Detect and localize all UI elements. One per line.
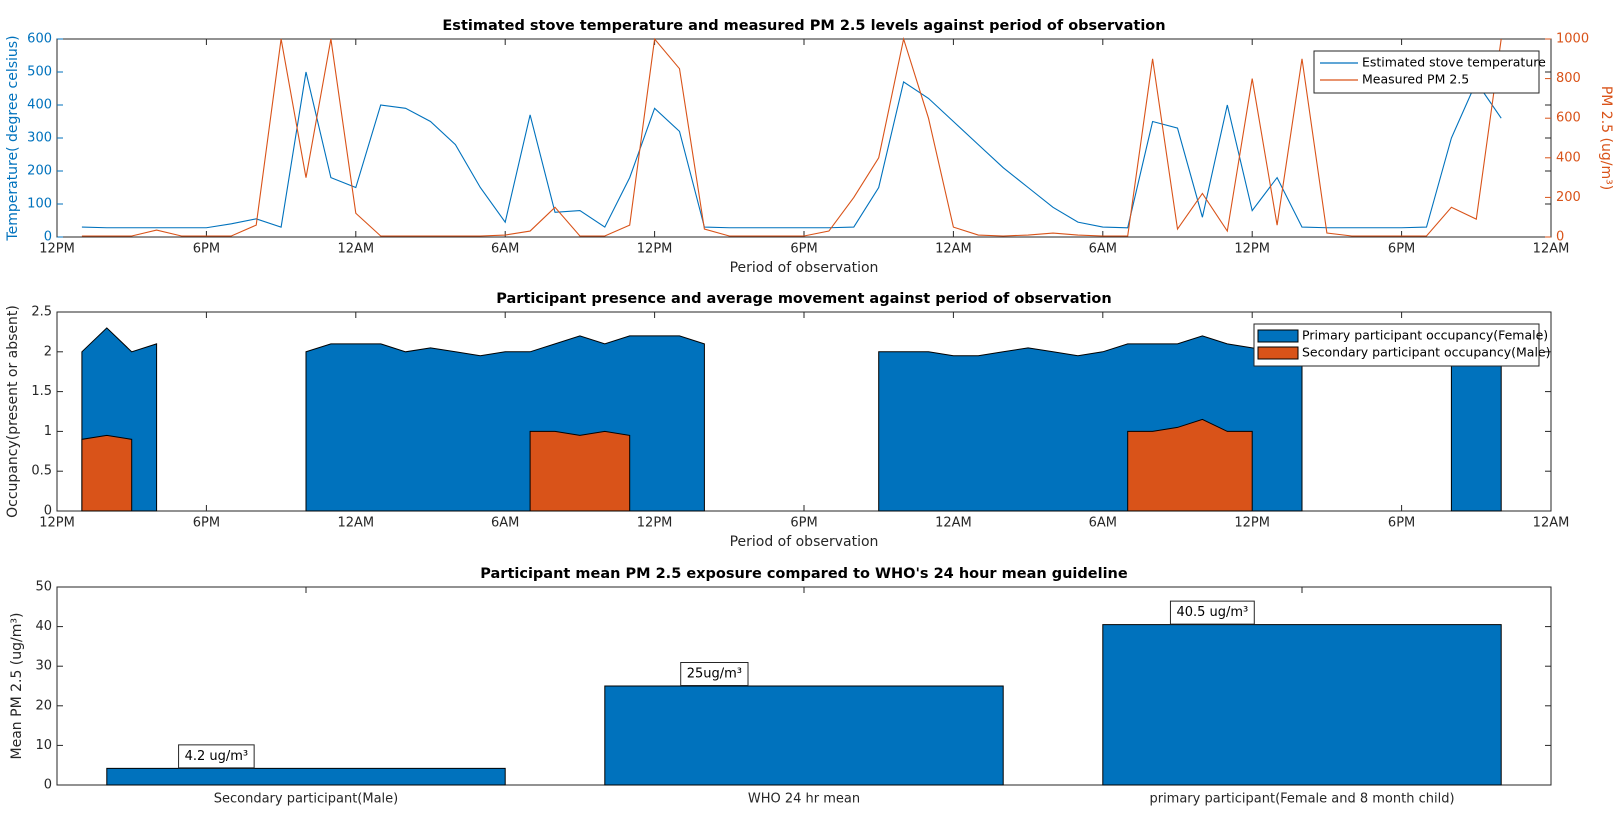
- value-label-box: [1169, 600, 1255, 625]
- y-tick-label: 20: [35, 698, 52, 713]
- x-tick-label: 6AM: [491, 242, 519, 257]
- data-line: [81, 36, 1502, 237]
- y-tick-label: 0: [44, 778, 52, 793]
- x-tick-label: 12AM: [1533, 516, 1570, 531]
- x-tick-label: 6PM: [790, 242, 817, 257]
- x-tick-label: 6PM: [790, 516, 817, 531]
- x-tick-label: 12PM: [637, 242, 673, 257]
- x-axis-label: Period of observation: [730, 260, 879, 276]
- x-axis-label: Period of observation: [730, 534, 879, 550]
- x-tick-label: WHO 24 hr mean: [748, 792, 860, 807]
- legend-label: Primary participant occupancy(Female): [1302, 328, 1548, 343]
- x-tick-label: 12AM: [337, 516, 374, 531]
- value-label: 4.2 ug/m³: [185, 749, 249, 764]
- x-tick-label: 12PM: [1234, 516, 1270, 531]
- bar: [106, 767, 506, 786]
- y-tick-label: 1.5: [31, 384, 52, 399]
- legend-box: [1313, 50, 1540, 94]
- y-axis-label: Occupancy(present or absent): [5, 305, 21, 518]
- bar: [604, 685, 1004, 786]
- y-tick-label: 40: [35, 619, 52, 634]
- legend-label: Estimated stove temperature: [1362, 55, 1546, 70]
- y-tick-label: 500: [27, 65, 52, 80]
- x-tick-label: 12AM: [1533, 242, 1570, 257]
- x-tick-label: 6AM: [1089, 516, 1117, 531]
- y-tick-label: 100: [27, 197, 52, 212]
- y-tick-label: 200: [27, 164, 52, 179]
- x-tick-label: Secondary participant(Male): [214, 792, 399, 807]
- y-tick-label: 1: [44, 424, 52, 439]
- y2-tick-label: 600: [1556, 111, 1581, 126]
- y2-tick-label: 400: [1556, 150, 1581, 165]
- y-axis-label: Mean PM 2.5 (ug/m³): [9, 613, 25, 760]
- legend-label: Secondary participant occupancy(Male): [1302, 345, 1550, 360]
- y-tick-label: 600: [27, 32, 52, 47]
- x-tick-label: 6PM: [193, 516, 220, 531]
- y-tick-label: 400: [27, 98, 52, 113]
- x-tick-label: 6AM: [491, 516, 519, 531]
- value-label-box: [680, 662, 749, 686]
- y2-tick-label: 200: [1556, 190, 1581, 205]
- chart-title: Estimated stove temperature and measured…: [442, 18, 1165, 34]
- y2-axis-label: PM 2.5 (ug/m³): [1598, 86, 1614, 190]
- x-tick-label: 12PM: [637, 516, 673, 531]
- y-tick-label: 10: [35, 738, 52, 753]
- x-tick-label: 6PM: [1388, 516, 1415, 531]
- y-tick-label: 50: [35, 580, 52, 595]
- x-tick-label: 12AM: [935, 242, 972, 257]
- x-tick-label: 12AM: [935, 516, 972, 531]
- value-label-box: [178, 744, 255, 769]
- legend-swatch: [1257, 329, 1299, 343]
- legend-box: [1253, 323, 1540, 367]
- value-label: 40.5 ug/m³: [1176, 605, 1248, 620]
- y-tick-label: 300: [27, 131, 52, 146]
- x-tick-label: 12PM: [39, 516, 75, 531]
- y-tick-label: 2.5: [31, 305, 52, 320]
- value-label: 25ug/m³: [687, 667, 742, 682]
- x-tick-label: 6AM: [1089, 242, 1117, 257]
- x-tick-label: 12PM: [1234, 242, 1270, 257]
- x-tick-label: 12AM: [337, 242, 374, 257]
- y-tick-label: 30: [35, 659, 52, 674]
- y-tick-label: 0.5: [31, 464, 52, 479]
- y2-tick-label: 1000: [1556, 32, 1589, 47]
- legend-swatch: [1257, 346, 1299, 360]
- bar: [1102, 624, 1502, 786]
- x-tick-label: primary participant(Female and 8 month c…: [1149, 792, 1454, 807]
- y2-tick-label: 800: [1556, 71, 1581, 86]
- x-tick-label: 6PM: [193, 242, 220, 257]
- y-tick-label: 0: [44, 230, 52, 245]
- y2-tick-label: 0: [1556, 230, 1564, 245]
- data-line: [81, 71, 1502, 229]
- chart-title: Participant presence and average movemen…: [496, 291, 1111, 307]
- x-tick-label: 6PM: [1388, 242, 1415, 257]
- legend-label: Measured PM 2.5: [1362, 72, 1469, 87]
- data-area: [81, 418, 1253, 512]
- y-tick-label: 0: [44, 504, 52, 519]
- y-tick-label: 2: [44, 344, 52, 359]
- x-tick-label: 12PM: [39, 242, 75, 257]
- chart-title: Participant mean PM 2.5 exposure compare…: [480, 566, 1128, 582]
- y-axis-label: Temperature( degree celsius): [5, 35, 21, 241]
